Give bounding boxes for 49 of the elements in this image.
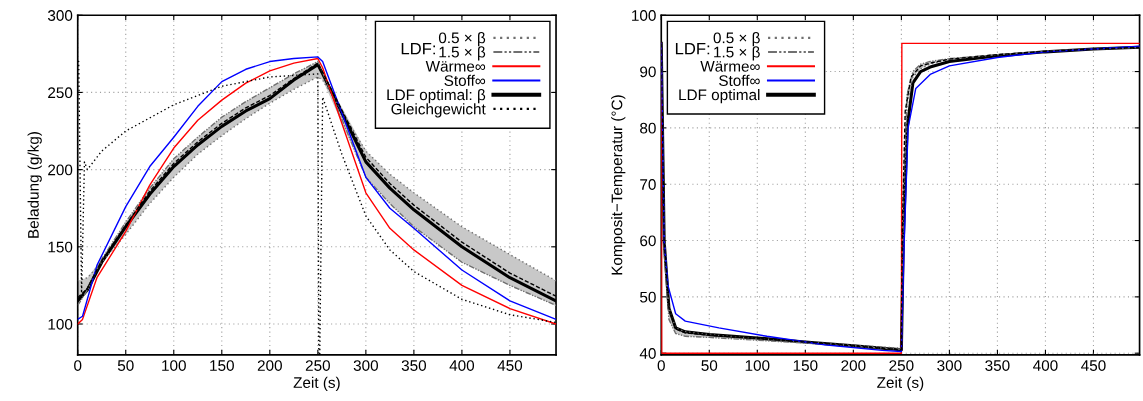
y-tick-label: 200 [48,164,73,176]
x-tick-label: 300 [937,360,962,371]
y-tick-label: 80 [640,122,656,134]
y-axis-title: Komposit−Temperatur (°C) [611,95,626,275]
y-tick-label: 70 [640,179,656,190]
legend-label: Gleichgewicht [391,103,486,118]
legend-label: 1.5 × β [439,46,486,61]
x-tick-label: 450 [1081,360,1106,371]
y-tick-label: 150 [48,241,73,253]
annotation: LDF: [675,42,710,55]
y-tick-label: 40 [639,348,656,359]
legend-label: 1.5 × β [714,46,760,61]
y-tick-label: 60 [640,235,656,247]
x-tick-label: 200 [841,360,866,371]
x-tick-label: 250 [305,360,330,371]
x-tick-label: 400 [1033,360,1058,371]
legend-label: Wärme∞ [700,61,760,72]
legend-label: Wärme∞ [425,61,486,72]
legend-label: 0.5 × β [713,32,760,47]
x-tick-label: 150 [793,360,818,371]
y-tick-label: 50 [640,291,656,303]
x-tick-label: 50 [117,360,134,371]
x-tick-label: 0 [657,360,665,371]
x-tick-label: 50 [701,360,718,371]
x-tick-label: 0 [74,360,82,371]
x-tick-label: 100 [745,360,770,371]
x-tick-label: 350 [401,360,427,371]
annotation: LDF: [401,42,435,55]
x-tick-label: 150 [210,360,234,371]
y-tick-label: 300 [47,10,73,21]
legend-label: Stoff∞ [719,74,760,86]
legend-label: 0.5 × β [438,32,486,47]
x-tick-label: 450 [497,360,523,371]
x-tick-label: 200 [257,360,282,371]
x-tick-label: 100 [162,360,186,371]
y-tick-label: 250 [48,87,73,99]
y-tick-label: 100 [48,318,73,330]
legend-label: LDF optimal [679,89,760,104]
legend-label: Stoff∞ [444,74,486,86]
y-axis-title: Beladung (g/kg) [27,132,42,238]
x-axis-title: Zeit (s) [877,376,924,391]
x-tick-label: 350 [985,360,1010,371]
x-tick-label: 300 [353,360,379,371]
x-axis-title: Zeit (s) [293,376,340,391]
x-tick-label: 250 [889,360,914,371]
x-tick-label: 400 [449,360,475,371]
legend-label: LDF optimal: β [387,89,486,104]
y-tick-label: 100 [632,10,656,21]
y-tick-label: 90 [640,66,656,78]
